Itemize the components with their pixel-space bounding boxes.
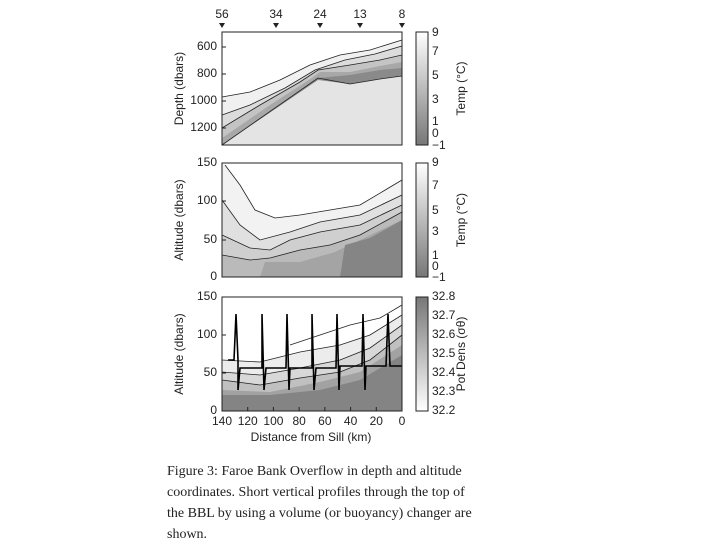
colorbar-tick-label: 0 [432,126,439,140]
colorbar-tick-label: −1 [432,138,446,152]
x-tick-label: 60 [318,414,332,428]
top-tick-label: 13 [353,7,367,21]
y-tick-label: 1200 [190,120,217,134]
colorbar-tick-label: 0 [432,259,439,273]
top-tick-marker [273,23,279,28]
top-tick-label: 24 [313,7,327,21]
y-tick-label: 1000 [190,93,217,107]
colorbar-tick-label: 1 [432,114,439,128]
colorbar-tick-label: 32.3 [432,384,456,398]
y-tick-label: 100 [197,327,217,341]
y-tick-label: 50 [204,365,218,379]
colorbar-tick-label: 3 [432,224,439,238]
y-axis-label: Depth (dbars) [172,52,186,125]
colorbar-tick-label: −1 [432,270,446,284]
y-tick-label: 0 [210,269,217,283]
panel-depth [221,31,403,146]
top-tick-marker [399,23,405,28]
x-label: Distance from Sill (km) [251,430,372,444]
y-tick-label: 0 [210,403,217,417]
colorbar-tick-label: 7 [432,178,439,192]
top-tick-marker [317,23,323,28]
colorbar-label: Temp (°C) [454,61,468,115]
colorbar-tick-label: 32.7 [432,308,456,322]
top-tick-label: 56 [215,7,229,21]
y-axis-label: Altitude (dbars) [172,179,186,260]
x-tick-label: 100 [263,414,283,428]
colorbar-tick-label: 32.8 [432,289,456,303]
top-tick-marker [357,23,363,28]
caption-line: shown. [167,527,207,540]
colorbar-tick-label: 9 [432,155,439,169]
colorbar-tick-label: 5 [432,68,439,82]
y-tick-label: 150 [197,289,217,303]
colorbar-label: Pot Dens (σθ) [454,317,468,392]
y-tick-label: 100 [197,193,217,207]
colorbar-tick-label: 1 [432,248,439,262]
colorbar-label: Temp (°C) [454,193,468,247]
colorbar [415,31,429,146]
top-tick-label: 8 [399,7,406,21]
caption-line: coordinates. Short vertical profiles thr… [167,485,465,500]
colorbar-tick-label: 32.5 [432,346,456,360]
panel-altitude-temp [221,162,403,278]
colorbar-tick-label: 9 [432,25,439,39]
colorbar-tick-label: 7 [432,44,439,58]
top-tick-label: 34 [269,7,283,21]
x-tick-label: 120 [238,414,258,428]
caption-line: the BBL by using a volume (or buoyancy) … [167,506,472,521]
colorbar-tick-label: 32.6 [432,327,456,341]
y-tick-label: 150 [197,155,217,169]
panel-altitude-density [221,296,403,412]
caption: Figure 3: Faroe Bank Overflow in depth a… [167,464,472,540]
x-tick-label: 140 [212,414,232,428]
x-tick-label: 40 [344,414,358,428]
y-tick-label: 600 [197,39,217,53]
top-tick-marker [219,23,225,28]
x-tick-label: 20 [370,414,384,428]
x-tick-label: 0 [399,414,406,428]
y-tick-label: 800 [197,66,217,80]
y-axis-label: Altitude (dbars) [172,313,186,394]
colorbar-tick-label: 32.4 [432,365,456,379]
colorbar-tick-label: 5 [432,203,439,217]
colorbar-tick-label: 3 [432,92,439,106]
colorbar [415,162,429,278]
x-tick-label: 80 [292,414,306,428]
caption-line: Figure 3: Faroe Bank Overflow in depth a… [167,464,462,479]
colorbar-tick-label: 32.2 [432,403,456,417]
y-tick-label: 50 [204,232,218,246]
colorbar [415,296,429,412]
